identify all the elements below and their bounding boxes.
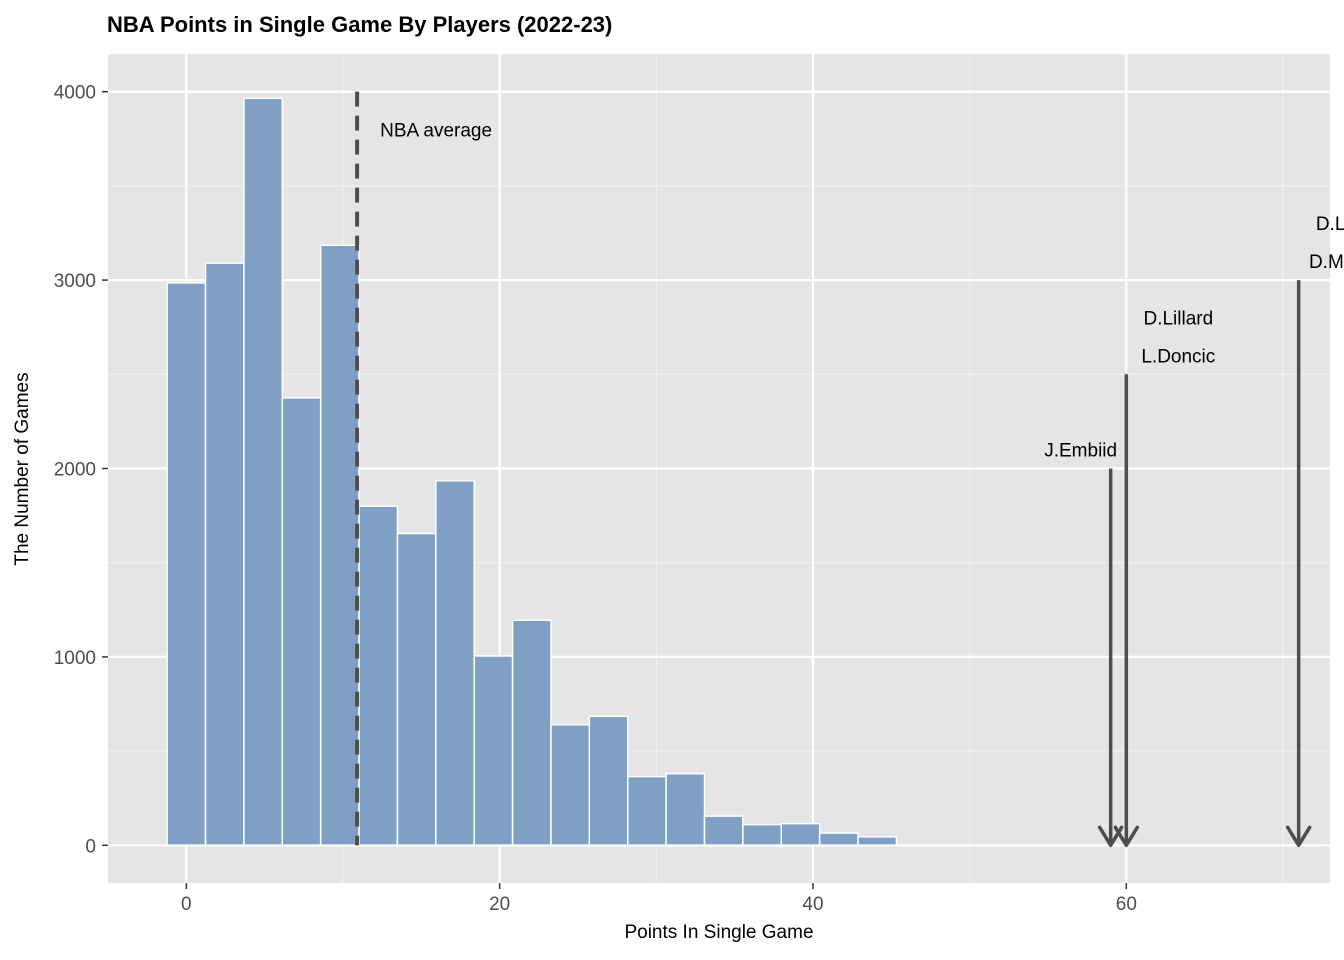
histogram-bar [626, 775, 667, 847]
histogram-bar [665, 772, 706, 847]
bars [166, 97, 1320, 847]
y-axis-title: The Number of Games [12, 372, 33, 566]
histogram-bar [818, 832, 859, 847]
y-axis: 0 1000 2000 3000 4000 [54, 83, 108, 857]
y-tick-label: 0 [85, 836, 96, 857]
annotation-label: J.Embiid [1044, 441, 1117, 462]
histogram-bar [473, 655, 514, 847]
annotation-arrow-head [1113, 825, 1140, 848]
histogram-bar [435, 479, 475, 847]
annotation-label: L.Doncic [1141, 346, 1215, 367]
histogram-bar [550, 723, 591, 847]
histogram-bar [588, 715, 629, 847]
annotation-label: D.Lillard [1316, 214, 1344, 235]
x-tick-label: 60 [1116, 894, 1137, 915]
histogram-bar [243, 97, 284, 847]
histogram-bar [511, 619, 552, 847]
average-line-label: NBA average [380, 120, 492, 141]
average-line-group: NBA average [355, 91, 492, 846]
annotation-label: D.Lillard [1143, 308, 1213, 329]
chart-title: NBA Points in Single Game By Players (20… [107, 12, 613, 37]
y-tick-label: 3000 [54, 271, 96, 292]
histogram-bar [319, 244, 360, 847]
y-tick-label: 2000 [54, 460, 96, 481]
histogram-bar [780, 822, 821, 847]
annotation-label: D.Mitchell [1309, 252, 1344, 273]
annotation-arrow-head [1285, 825, 1312, 848]
histogram-bar [742, 823, 783, 847]
annotations: J.Embiid D.Lillard L.Doncic D.Lillard D.Mitc… [1044, 214, 1344, 848]
histogram-bar [396, 532, 437, 847]
x-tick-label: 40 [802, 894, 823, 915]
histogram-bar [166, 282, 207, 847]
x-tick-label: 0 [181, 894, 192, 915]
x-tick-label: 20 [489, 894, 510, 915]
x-axis: 0 20 40 60 [181, 883, 1137, 915]
histogram-bar [703, 815, 744, 847]
y-tick-label: 1000 [54, 648, 96, 669]
y-tick-label: 4000 [54, 83, 96, 104]
x-axis-title: Points In Single Game [624, 922, 814, 943]
histogram-bar [204, 262, 245, 847]
histogram-bar [857, 836, 898, 847]
histogram-bar [358, 505, 399, 847]
histogram-bar [281, 397, 322, 847]
